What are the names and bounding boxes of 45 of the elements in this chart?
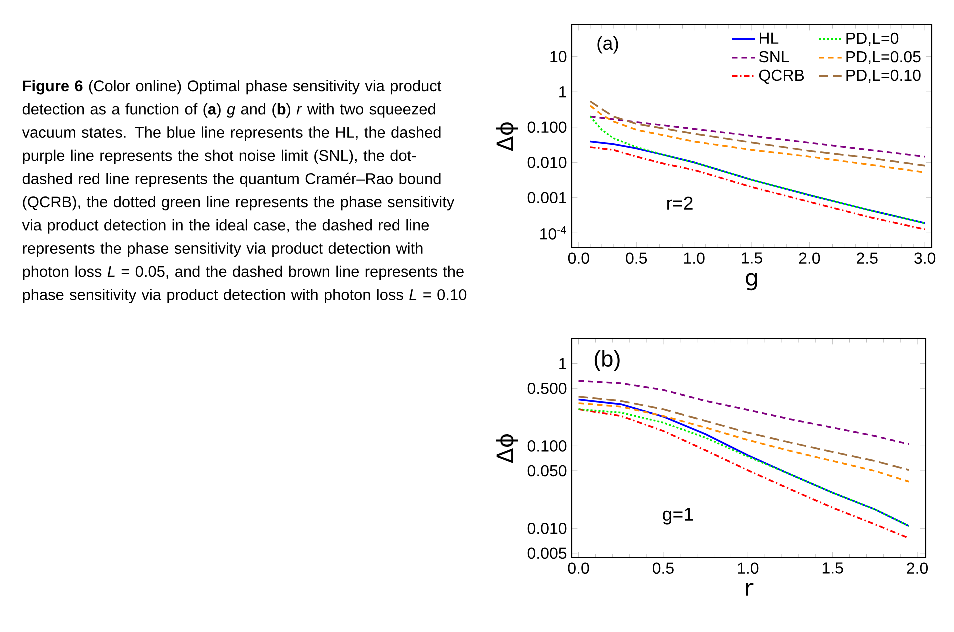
x-tick-label: 0.5 [626,252,648,264]
line-series [578,402,910,483]
annotation: (b) [594,350,620,372]
legend-label: QCRB [759,70,804,84]
text: Figure 6 (Color online) Optimal phase sensitivity via product detection as a function of (a) g and (b) r with two squeezed vacuum states. The blue line represents the HL, the dashed purple line represents the shot noise limit (SNL), the dot-dashed red line represents the quantum Cramér–Rao bound (QCRB), the dotted green line represents the phase sensitivity via product detection in the ideal case, the dashed red line represents the phase sensitivity via product detection with photon loss L = 0.05, and the dashed brown line represents the phase sensitivity via product detection with photon loss L = 0.10 [22,80,467,304]
y-tick-label: 0.010 [528,522,567,534]
x-tick-label: 1.0 [684,252,705,264]
legend-label: PD,L=0.10 [846,70,921,84]
x-tick-label: 0.5 [652,562,674,574]
annotation: (a) [598,36,618,54]
y-tick-label: 0.010 [528,156,567,168]
x-axis-title: g [746,273,758,291]
x-tick-label: 2.5 [857,252,878,264]
y-tick-label: 10 [550,51,567,62]
y-tick-label: 10$^{-4}$ [540,226,566,240]
y-tick-label: 0.005 [528,548,567,560]
y-tick-label: 0.100 [528,122,567,134]
line-series [590,100,926,167]
y-axis-title: Δϕ [496,434,518,464]
annotation: r=2 [667,196,693,210]
y-tick-label: 0.500 [528,382,567,394]
x-tick-label: 1.5 [822,562,844,574]
y-tick-label: 0.100 [528,440,567,452]
x-tick-label: 0.0 [568,562,590,574]
x-tick-label: 2.0 [907,562,928,574]
legend-label: HL [760,32,779,44]
x-tick-label: 1.5 [742,252,762,264]
y-tick-label: 0.001 [528,192,566,204]
x-tick-label: 2.0 [799,252,820,264]
line-series [578,396,910,472]
annotation: g=1 [663,508,694,525]
y-axis-title: Δϕ [496,122,518,152]
line-series [590,116,926,158]
y-tick-label: 1 [560,86,567,98]
x-axis-title: r [746,583,754,596]
legend-label: SNL [759,51,790,63]
y-tick-label: 1 [560,358,567,370]
y-tick-label: 0.050 [528,465,567,477]
x-tick-label: 3.0 [914,252,936,264]
x-tick-label: 1.0 [738,562,759,574]
x-tick-label: 0.0 [568,252,590,264]
legend-label: PD,L=0.05 [846,51,921,65]
legend-label: PD,L=0 [846,32,899,46]
line-series [590,116,926,224]
line-series [578,380,910,446]
